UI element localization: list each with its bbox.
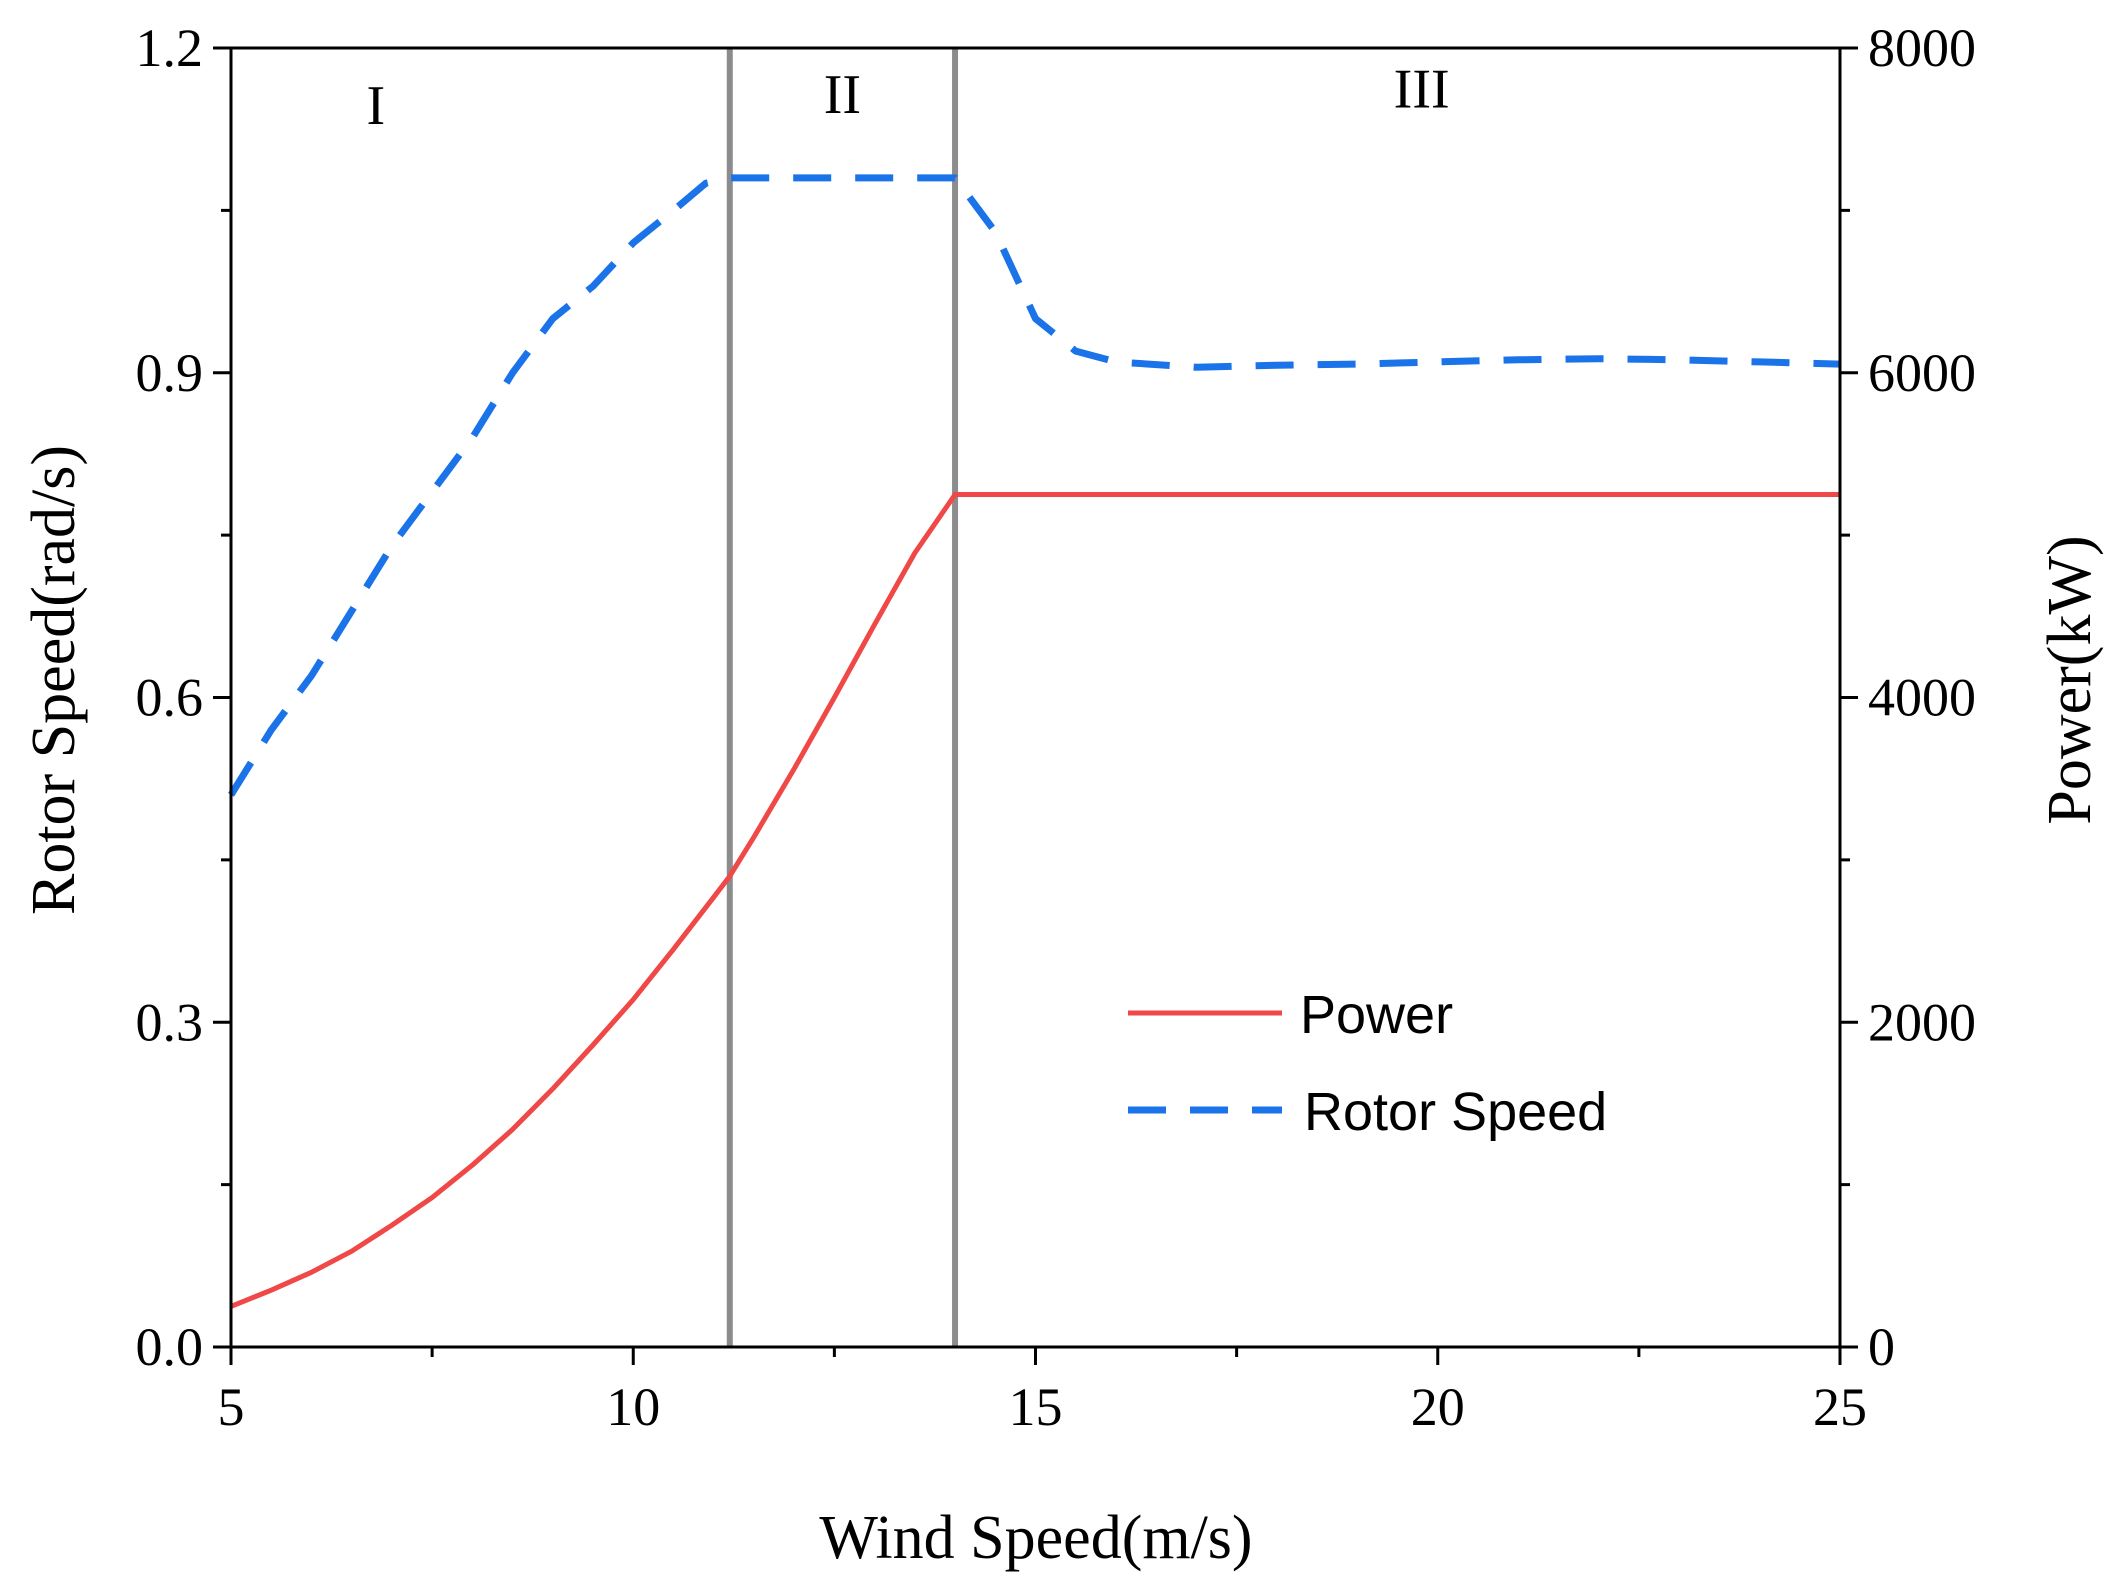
y-left-tick-label: 0.9 xyxy=(136,343,204,403)
y-right-tick-label: 2000 xyxy=(1868,992,1976,1052)
plot-frame xyxy=(229,46,1842,1349)
x-axis-label: Wind Speed(m/s) xyxy=(819,1504,1252,1572)
x-tick-label: 5 xyxy=(218,1377,245,1437)
y-right-tick-label: 4000 xyxy=(1868,668,1976,728)
region-divider-lines xyxy=(726,48,959,1347)
y-right-tick-label: 8000 xyxy=(1868,18,1976,78)
x-tick-label: 20 xyxy=(1411,1377,1465,1437)
y-right-tick-label: 0 xyxy=(1868,1317,1895,1377)
series-power-line xyxy=(230,492,1840,1309)
x-tick-label: 10 xyxy=(606,1377,660,1437)
region-label: I xyxy=(366,75,385,137)
legend-rotor-speed-label: Rotor Speed xyxy=(1304,1082,1607,1142)
y-axis-left-label: Rotor Speed(rad/s) xyxy=(20,445,88,915)
y-axis-right-label: Power(kW) xyxy=(2036,535,2104,824)
region-label: II xyxy=(824,64,861,126)
y-left-tick-label: 0.6 xyxy=(136,668,204,728)
series-layer xyxy=(228,174,1841,1309)
region-label: III xyxy=(1394,59,1450,121)
x-tick-label: 25 xyxy=(1813,1377,1867,1437)
legend-power-label: Power xyxy=(1300,985,1453,1045)
region-labels: I II III xyxy=(366,59,1449,137)
legend: Power Rotor Speed xyxy=(1128,985,1607,1142)
y-left-tick-label: 1.2 xyxy=(136,18,204,78)
series-rotor-speed-line xyxy=(228,174,1841,797)
axis-ticks: 5 10 15 20 25 0.0 0.3 0.6 0.9 1.2 0 2000 4000 6000 800… xyxy=(136,18,1977,1437)
y-left-tick-label: 0.0 xyxy=(136,1317,204,1377)
x-tick-label: 15 xyxy=(1009,1377,1063,1437)
y-right-tick-label: 6000 xyxy=(1868,343,1976,403)
y-left-tick-label: 0.3 xyxy=(136,992,204,1052)
